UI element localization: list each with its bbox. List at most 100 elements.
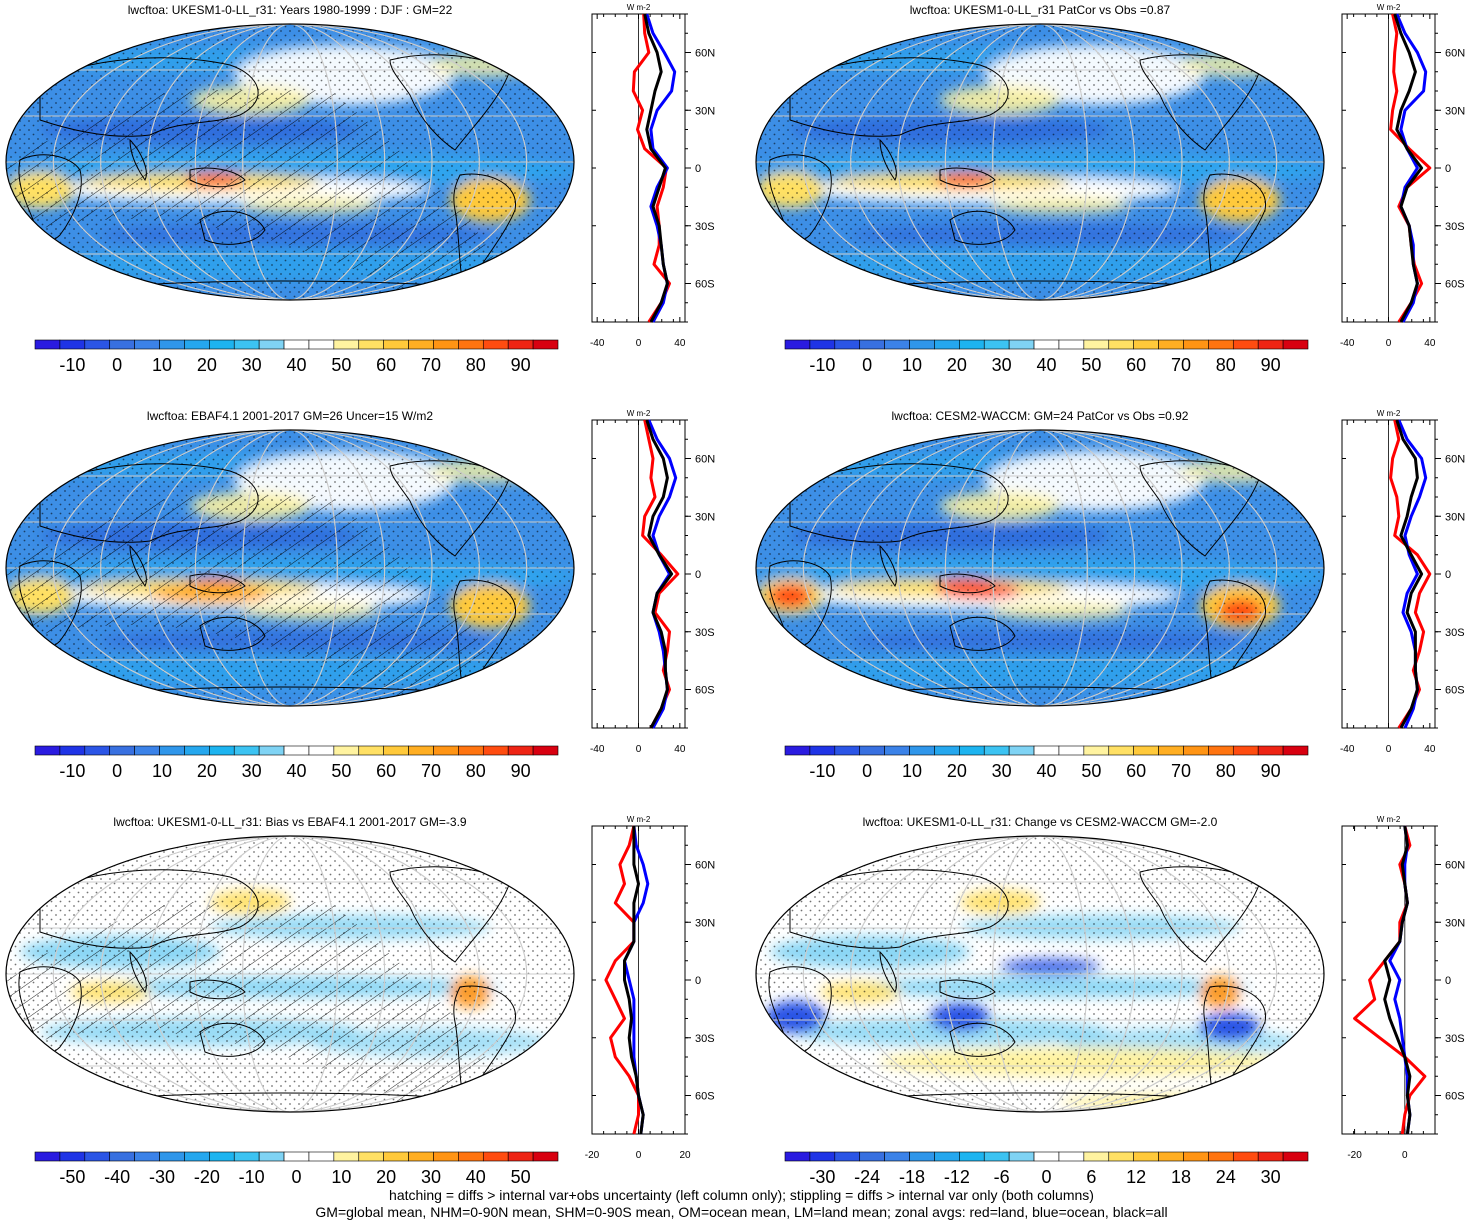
colorbar-tick-label: 90 [1261,355,1281,375]
all-line [1383,825,1412,1135]
lat-tick-label: 30S [695,221,715,233]
colorbar-tick-label: 0 [862,761,872,781]
colorbar-tick-label: 30 [1261,1167,1281,1187]
colorbar-tick-label: -10 [239,1167,265,1187]
colorbar-tick-label: -20 [194,1167,220,1187]
colorbar-tick-label: 80 [1216,355,1236,375]
colorbar-tick-label: 10 [152,355,172,375]
colorbar-tick-label: 50 [331,761,351,781]
colorbar-tick-label: 30 [992,355,1012,375]
lat-tick-label: 30S [695,627,715,639]
colorbar-tick-label: 50 [1081,761,1101,781]
lat-tick-label: 60N [695,860,715,872]
x-tick-label: -40 [1340,338,1355,349]
x-tick-label: -20 [1347,1150,1362,1161]
panel-title-3: lwcftoa: EBAF4.1 2001-2017 GM=26 Uncer=1… [146,409,434,423]
zonal-mean-plot-1: 60N 30N 0 30S 60S -40 0 40 W m-2 [590,3,715,349]
colorbar-tick-label: 20 [197,761,217,781]
colorbar-tick-label: 90 [1261,761,1281,781]
colorbar-tick-label: 30 [992,761,1012,781]
x-tick-label: 0 [1402,1150,1408,1161]
colorbar-tick-label: -30 [809,1167,835,1187]
colorbar-tick-label: 50 [331,355,351,375]
colorbar-tick-label: 60 [1126,761,1146,781]
colorbar-tick-label: 60 [1126,355,1146,375]
x-tick-label: -20 [585,1150,600,1161]
ocean-line [645,13,677,323]
colorbar-tick-label: -40 [104,1167,130,1187]
x-tick-label: 40 [674,744,686,755]
colorbar-tick-label: 18 [1171,1167,1191,1187]
zonal-mean-plot-5: 60N 30N 0 30S 60S -20 0 20 W m-2 [585,815,715,1161]
colorbar-tick-label: 70 [421,761,441,781]
all-line [623,826,645,1135]
colorbar-5: -50 -40 -30 -20 -10 0 10 20 30 40 50 [34,1151,559,1187]
colorbar-2: -10 0 10 20 30 40 50 60 70 80 90 [784,339,1309,375]
lat-tick-label: 30S [695,1033,715,1045]
lat-tick-label: 60N [1445,860,1465,872]
lat-tick-label: 0 [1445,163,1451,175]
colorbar-tick-label: -24 [854,1167,880,1187]
lat-tick-label: 60N [1445,48,1465,60]
footer-line-1: hatching = diffs > internal var+obs unce… [389,1187,1094,1203]
map-panel-5 [5,835,575,1113]
lat-tick-label: 0 [695,975,701,987]
lat-tick-label: 0 [1445,975,1451,987]
colorbar-tick-label: 30 [242,761,262,781]
zonal-mean-plot-3: 60N 30N 0 30S 60S -40 0 40 W m-2 [590,409,715,755]
lat-tick-label: 60S [1445,279,1465,291]
colorbar-1: -10 0 10 20 30 40 50 60 70 80 90 [34,339,559,375]
lat-tick-label: 30S [1445,221,1465,233]
unit-label: W m-2 [1377,409,1401,418]
map-panel-2 [755,23,1325,301]
colorbar-tick-label: -30 [149,1167,175,1187]
colorbar-tick-label: 10 [331,1167,351,1187]
colorbar-tick-label: 70 [1171,355,1191,375]
colorbar-tick-label: -12 [944,1167,970,1187]
lat-tick-label: 30S [1445,1033,1465,1045]
panel-title-4: lwcftoa: CESM2-WACCM: GM=24 PatCor vs Ob… [891,409,1189,423]
colorbar-tick-label: -50 [59,1167,85,1187]
map-panel-6 [755,835,1325,1113]
zonal-mean-plot-6: 60N 30N 0 30S 60S -20 0 W m-2 [1341,815,1465,1161]
unit-label: W m-2 [627,409,651,418]
x-tick-label: 0 [636,1150,642,1161]
ocean-line [1388,825,1412,1135]
colorbar-tick-label: 60 [376,761,396,781]
lat-tick-label: 30N [1445,511,1465,523]
lat-tick-label: 0 [695,569,701,581]
unit-label: W m-2 [627,3,651,12]
colorbar-3: -10 0 10 20 30 40 50 60 70 80 90 [34,745,559,781]
colorbar-tick-label: 24 [1216,1167,1236,1187]
x-tick-label: -40 [1340,744,1355,755]
lat-tick-label: 60S [1445,1091,1465,1103]
lat-tick-label: 60N [1445,454,1465,466]
x-tick-label: 0 [1386,338,1392,349]
colorbar-tick-label: 50 [1081,355,1101,375]
lat-tick-label: 60N [695,454,715,466]
lat-tick-label: 0 [1445,569,1451,581]
colorbar-tick-label: 20 [376,1167,396,1187]
colorbar-tick-label: 40 [466,1167,486,1187]
colorbar-tick-label: 20 [947,355,967,375]
colorbar-6: -30 -24 -18 -12 -6 0 6 12 18 24 30 [784,1151,1309,1187]
x-tick-label: -40 [590,338,605,349]
colorbar-tick-label: 80 [1216,761,1236,781]
colorbar-tick-label: 10 [902,355,922,375]
colorbar-tick-label: 80 [466,355,486,375]
x-tick-label: -40 [590,744,605,755]
colorbar-tick-label: -10 [59,355,85,375]
colorbar-tick-label: 0 [112,355,122,375]
x-tick-label: 40 [1424,338,1436,349]
colorbar-tick-label: -6 [994,1167,1010,1187]
colorbar-tick-label: 12 [1126,1167,1146,1187]
land-line [1389,13,1432,323]
x-tick-label: 40 [674,338,686,349]
colorbar-tick-label: 40 [286,355,306,375]
unit-label: W m-2 [1377,3,1401,12]
all-line [645,419,674,729]
colorbar-tick-label: 10 [902,761,922,781]
colorbar-tick-label: 90 [511,761,531,781]
panel-title-6: lwcftoa: UKESM1-0-LL_r31: Change vs CESM… [862,815,1218,829]
lat-tick-label: 60N [695,48,715,60]
